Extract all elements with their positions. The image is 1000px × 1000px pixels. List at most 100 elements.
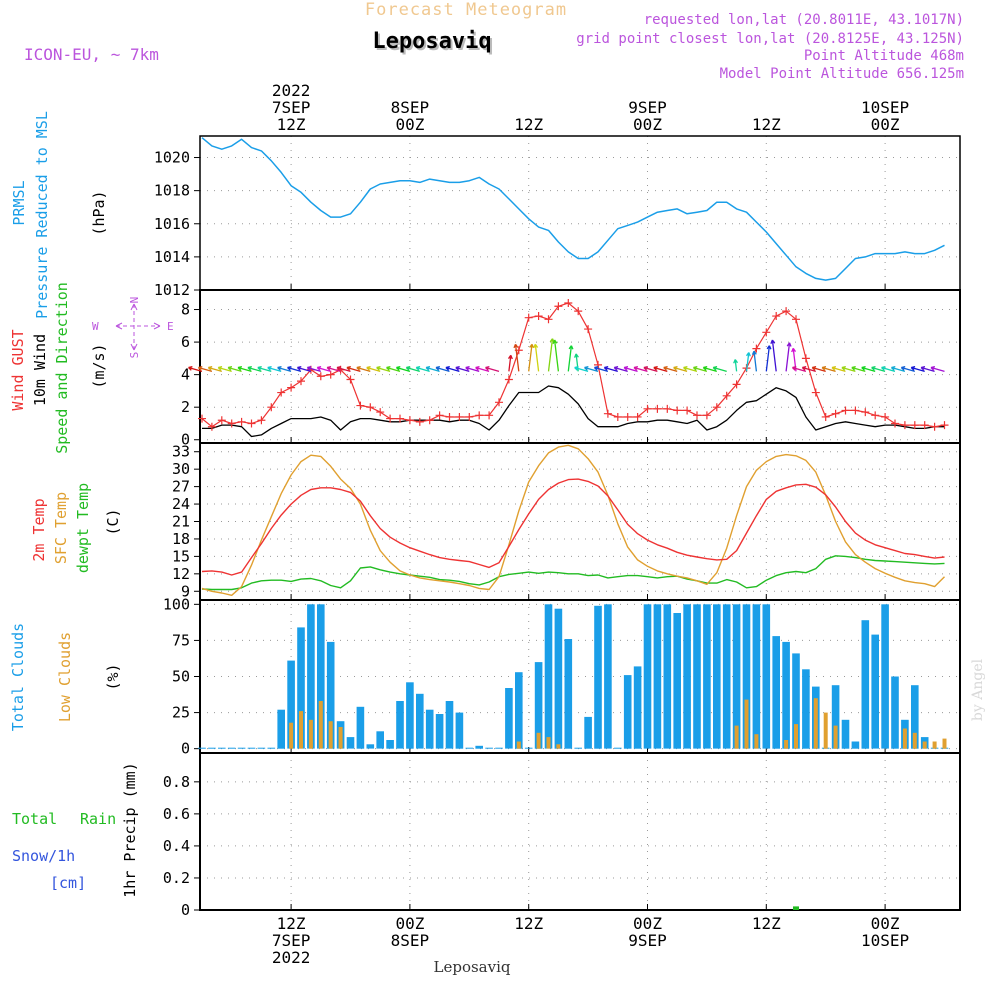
wind-gust-marker [653,404,662,413]
low-cloud-bar [308,719,313,749]
wind-dir-label: Speed and Direction [53,282,71,454]
wind-gust-marker [485,411,494,420]
wind-gust-marker [455,412,464,421]
low-cloud-bar [823,712,828,749]
wind-gust-marker [940,421,949,430]
precip-ytick-label: 0.8 [163,773,190,791]
wind-ytick-label: 6 [181,333,190,351]
total-cloud-bar [366,744,375,749]
wind-gust-marker [504,375,513,384]
wind-arrow [811,365,826,373]
model-point-altitude: Model Point Altitude 656.125m [720,66,964,82]
wind-gust-marker [623,412,632,421]
wind-gust-marker [920,421,929,430]
total-cloud-bar [267,747,276,749]
low-cloud-bar [328,721,333,749]
wind-arrow [930,365,945,373]
wind-gust-marker [811,388,820,397]
pressure-ytick-label: 1020 [154,149,190,167]
wind-arrow [831,365,846,373]
wind-gust-label: Wind GUST [9,329,27,410]
total-cloud-bar [455,712,464,749]
time-label-bottom: 12Z [514,914,543,933]
wind-arrow [733,359,739,372]
precip-ytick-label: 0.2 [163,869,190,887]
low-cloud-bar [536,732,541,749]
time-label-top: 10SEP [861,98,909,117]
grid-point-coords: grid point closest lon,lat (20.8125E, 43… [576,31,964,47]
low-cloud-bar [912,732,917,749]
total-cloud-bar [376,731,384,749]
wind-gust-marker [475,411,484,420]
precip-snow-label: Snow/1h [12,847,75,865]
wind-arrow [207,365,222,373]
wind-arrow [623,365,638,373]
total-cloud-bar [673,613,681,749]
wind-gust-marker [297,377,305,386]
wind-gust-marker [801,354,810,363]
wind-gust-marker [564,299,573,308]
wind-arrow [603,365,618,373]
precip-axis-label: 1hr Precip (mm) [121,762,139,897]
wind-gust-marker [762,328,771,337]
temperature-ytick-label: 21 [172,513,190,531]
time-label-top: 12Z [514,115,543,134]
time-label-top: 2022 [272,81,311,100]
wind-arrow [435,365,450,373]
wind-gust-marker [217,416,226,425]
wind-gust-marker [930,422,939,431]
wind-gust-marker [673,406,682,415]
precip-rain-label: Rain [80,810,116,828]
time-label-top: 9SEP [628,98,667,117]
wind-gust-marker [316,372,325,381]
total-cloud-bar [505,688,513,749]
wind-arrow [366,365,381,373]
wind-gust-marker [415,417,424,426]
wind-arrow [751,350,758,372]
wind-arrow [227,365,242,373]
compass-s: S [128,352,141,359]
time-label-top: 00Z [633,115,662,134]
total-cloud-bar [356,706,365,749]
wind-arrow [336,365,351,373]
temperature-ytick-label: 15 [172,547,190,565]
wind-arrow [881,365,896,373]
total-cloud-bar [693,604,701,749]
wind-gust-marker [722,391,731,400]
wind-compass: W E N S [92,297,174,359]
total-cloud-bar [762,604,771,749]
station-name: Leposaviq [372,29,491,54]
wind-arrow [415,365,430,373]
wind-ytick-label: 2 [181,398,190,416]
precip-panel: 0 0.2 0.4 0.6 0.8 [163,752,961,919]
total-cloud-bar [792,653,800,749]
wind-arrow [188,365,203,373]
temperature-ytick-label: 33 [172,443,190,461]
pressure-frame [199,135,961,291]
wind-gust-marker [366,403,375,412]
compass-n: N [128,297,141,304]
total-cloud-bar [663,604,672,749]
precip-ytick-label: 0 [181,901,190,919]
wind-arrow [528,343,535,372]
total-cloud-bar [406,682,414,749]
total-cloud-bar [396,701,404,749]
wind-arrow [851,365,866,373]
precip-cm-label: [cm] [50,874,86,892]
temp-sfc-label: SFC Temp [52,492,70,564]
total-cloud-bar [881,604,889,749]
wind-gust-marker [574,307,583,316]
low-cloud-bar [902,728,907,749]
total-cloud-bar [425,709,434,749]
total-cloud-bar [623,675,632,749]
low-cloud-bar [299,711,303,749]
wind-gust-marker [613,412,622,421]
pressure-ytick-label: 1012 [154,281,190,299]
wind-gust-marker [534,312,543,321]
wind-arrow [395,365,411,373]
wind-arrow [326,365,341,373]
wind-gust-marker [277,388,286,397]
total-cloud-bar [851,741,860,749]
low-cloud-bar [734,725,739,749]
